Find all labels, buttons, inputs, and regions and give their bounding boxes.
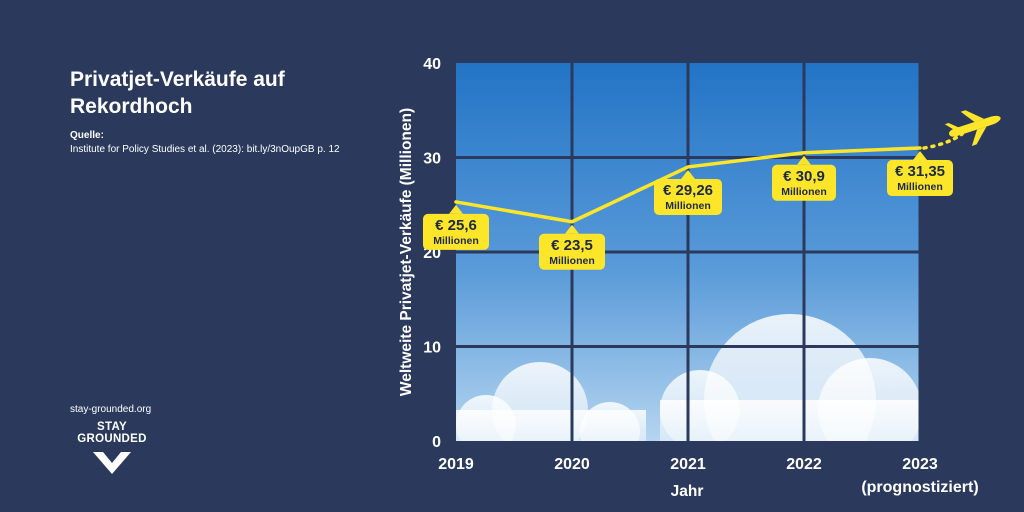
data-label-unit-0: Millionen — [433, 235, 479, 247]
data-label-unit-1: Millionen — [549, 255, 595, 267]
x-tick-labels: 2019 2020 2021 2022 2023 (prognostiziert) — [438, 456, 978, 496]
logo-chevron-icon — [93, 452, 131, 474]
y-tick-1: 10 — [423, 340, 441, 357]
data-label-value-4: € 31,35 — [895, 163, 945, 180]
y-tick-0: 0 — [432, 434, 441, 451]
grid — [456, 63, 922, 445]
x-tick-sublabel-4: (prognostiziert) — [861, 479, 978, 496]
x-tick-4: 2023 — [902, 456, 938, 473]
data-label-box-3 — [772, 164, 836, 201]
chart-title: Privatjet-Verkäufe auf Rekordhoch — [70, 68, 285, 118]
x-tick-3: 2022 — [786, 456, 822, 473]
data-label-value-2: € 29,26 — [663, 182, 713, 199]
data-label-unit-3: Millionen — [781, 186, 827, 198]
data-label-pointer-4 — [913, 151, 927, 161]
data-label-pointer-3 — [797, 155, 811, 165]
data-label-box-4 — [887, 160, 953, 197]
y-tick-3: 30 — [423, 151, 441, 168]
data-label-value-0: € 25,6 — [435, 217, 477, 234]
x-tick-1: 2020 — [554, 456, 590, 473]
data-label-pointer-1 — [565, 224, 579, 234]
data-label-value-3: € 30,9 — [783, 168, 825, 185]
x-tick-0: 2019 — [438, 456, 474, 473]
data-label-box-2 — [654, 178, 722, 215]
data-label-box-0 — [423, 213, 489, 250]
x-axis-title: Jahr — [671, 483, 704, 500]
data-label-box-1 — [539, 233, 605, 270]
logo-text-line2: GROUNDED — [77, 433, 147, 445]
y-tick-4: 40 — [423, 56, 441, 73]
data-label-unit-2: Millionen — [665, 200, 711, 212]
x-tick-2: 2021 — [670, 456, 706, 473]
stay-grounded-logo: STAY GROUNDED — [70, 421, 154, 476]
airplane-icon — [944, 110, 1001, 146]
data-label-unit-4: Millionen — [897, 181, 943, 193]
series-line — [454, 146, 922, 224]
logo-text-line1: STAY — [97, 421, 127, 433]
y-axis-title: Weltweite Privatjet-Verkäufe (Millionen) — [398, 108, 415, 396]
data-label-value-1: € 23,5 — [551, 237, 593, 254]
source-text: Institute for Policy Studies et al. (202… — [70, 144, 340, 155]
website-link[interactable]: stay-grounded.org — [70, 404, 152, 415]
source-label: Quelle: — [70, 130, 104, 141]
data-label-pointer-2 — [681, 169, 695, 179]
data-label-pointer-0 — [449, 204, 463, 214]
